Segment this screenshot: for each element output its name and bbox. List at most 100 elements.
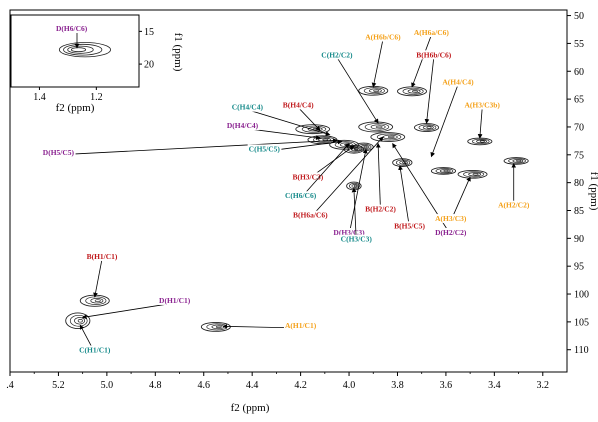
inset-y-tick-label: 15 xyxy=(144,27,154,38)
annotation-label-bg xyxy=(41,147,76,157)
y-tick-label: 70 xyxy=(574,122,584,133)
contour-ring xyxy=(322,138,329,141)
annotation-label: B(H5/C5) xyxy=(394,221,425,230)
annotation-arrow xyxy=(424,57,435,124)
annotation-arrow xyxy=(398,165,410,229)
x-tick-label: 4.2 xyxy=(294,380,307,391)
contour-ring xyxy=(373,89,380,92)
contour-ring xyxy=(74,317,86,325)
contour-ring xyxy=(435,168,454,174)
annotation-label: D(H1/C1) xyxy=(159,296,191,305)
y-tick-label: 95 xyxy=(574,262,584,273)
contour-ring xyxy=(90,298,104,304)
annotation-label: B(H6b/C6) xyxy=(416,50,452,59)
annotation-label: A(H4/C4) xyxy=(442,78,474,87)
x-tick-label: 3.2 xyxy=(537,380,550,391)
contour-ring xyxy=(512,159,524,163)
contour-ring xyxy=(351,184,359,188)
contour-ring xyxy=(472,173,479,176)
annotation-label-bg xyxy=(283,191,318,201)
contour-ring xyxy=(65,312,91,330)
annotation-arrow xyxy=(371,39,384,88)
x-tick-label: 5.0 xyxy=(101,380,114,391)
contour-ring xyxy=(94,299,101,303)
contour-ring xyxy=(368,88,382,93)
annotation-label: A(H1/C1) xyxy=(285,321,317,330)
annotation-label: B(H2/C2) xyxy=(365,205,396,214)
inset-y-tick-label: 20 xyxy=(144,60,154,71)
contour-ring xyxy=(422,125,434,130)
annotation-label-bg xyxy=(364,204,398,214)
annotation-label: D(H5/C5) xyxy=(43,148,75,157)
contour-ring xyxy=(387,135,395,139)
peak-D-H2C2 xyxy=(430,167,457,175)
x-tick-label: 5.2 xyxy=(52,380,65,391)
contour-ring xyxy=(476,139,488,144)
contour-ring xyxy=(215,325,222,329)
annotation-arrow xyxy=(450,176,471,222)
annotation-arrow xyxy=(477,107,483,139)
annotation-label-bg xyxy=(283,321,318,331)
y-tick-label: 50 xyxy=(574,11,584,22)
annotation-label-bg xyxy=(158,295,192,305)
x-tick-label: 3.4 xyxy=(488,380,501,391)
contour-ring xyxy=(418,124,437,131)
y-tick-label: 110 xyxy=(574,345,589,356)
annotation-label-bg xyxy=(364,32,403,42)
annotation-arrow xyxy=(430,84,459,158)
annotation-arrow xyxy=(348,148,368,236)
annotation-label-bg xyxy=(225,121,260,131)
peak-A-H6aC6 xyxy=(397,86,427,97)
inset-contour-ring xyxy=(63,43,103,56)
annotation-label: A(H3/C3b) xyxy=(465,100,501,109)
annotation-label: A(H6a/C6) xyxy=(414,28,449,37)
contour-ring xyxy=(363,145,368,149)
x-tick-label: 4.0 xyxy=(343,380,356,391)
y-tick-label: 85 xyxy=(574,206,584,217)
annotation-label-bg xyxy=(434,227,468,237)
y-tick-label: 60 xyxy=(574,67,584,78)
annotation-label: D(H3/C3) xyxy=(333,228,365,237)
x-axis: .4 5.2 5.0 4.8 4.6 4.4 4.2 4.0 3.8 3.6 3.4 3.2 xyxy=(6,372,549,391)
annotation-label-bg xyxy=(291,172,325,182)
y-tick-label: 105 xyxy=(574,317,589,328)
inset-x-axis-label: f2 (ppm) xyxy=(56,102,95,114)
annotation-arrow xyxy=(351,187,357,242)
x-tick-label: 3.6 xyxy=(440,380,453,391)
contour-ring xyxy=(443,169,449,173)
annotation-label: C(H4/C4) xyxy=(232,103,264,112)
annotation-label-bg xyxy=(281,100,316,110)
y-tick-label: 80 xyxy=(574,178,584,189)
annotation-arrow xyxy=(81,302,175,320)
contour-ring xyxy=(471,138,490,145)
annotation-label-bg xyxy=(441,77,476,87)
contour-ring xyxy=(295,124,331,135)
contour-ring xyxy=(376,133,402,141)
annotation-label: C(H3/C3) xyxy=(341,235,373,244)
annotation-label: C(H6/C6) xyxy=(285,191,317,200)
annotation-arrow xyxy=(247,109,331,136)
x-tick-label: 3.8 xyxy=(391,380,404,391)
x-axis-label: f2 (ppm) xyxy=(231,402,270,414)
annotation-label: C(H1/C1) xyxy=(79,346,111,355)
annotation-label: A(H3/C3) xyxy=(435,214,467,223)
annotation-label: D(H4/C4) xyxy=(227,121,259,130)
annotation-label-bg xyxy=(393,221,427,231)
contour-ring xyxy=(200,321,231,332)
annotation-arrow xyxy=(58,138,338,156)
peak-C-H1C1 xyxy=(65,312,91,330)
annotation-label: B(H3/C3) xyxy=(292,172,323,181)
annotation-label-bg xyxy=(463,100,502,110)
x-tick-label: 4.4 xyxy=(246,380,259,391)
contour-ring xyxy=(69,314,88,327)
annotation-arrow xyxy=(411,34,432,88)
annotation-label-bg xyxy=(339,234,374,244)
y-tick-label: 100 xyxy=(574,290,589,301)
annotation-label-bg xyxy=(415,50,453,60)
contour-ring xyxy=(382,134,398,140)
peak-B-H5C5 xyxy=(392,158,413,167)
contour-ring xyxy=(402,87,424,95)
annotation-arrow xyxy=(300,143,350,199)
annotation-label-bg xyxy=(78,345,112,355)
contour-ring xyxy=(339,142,353,147)
